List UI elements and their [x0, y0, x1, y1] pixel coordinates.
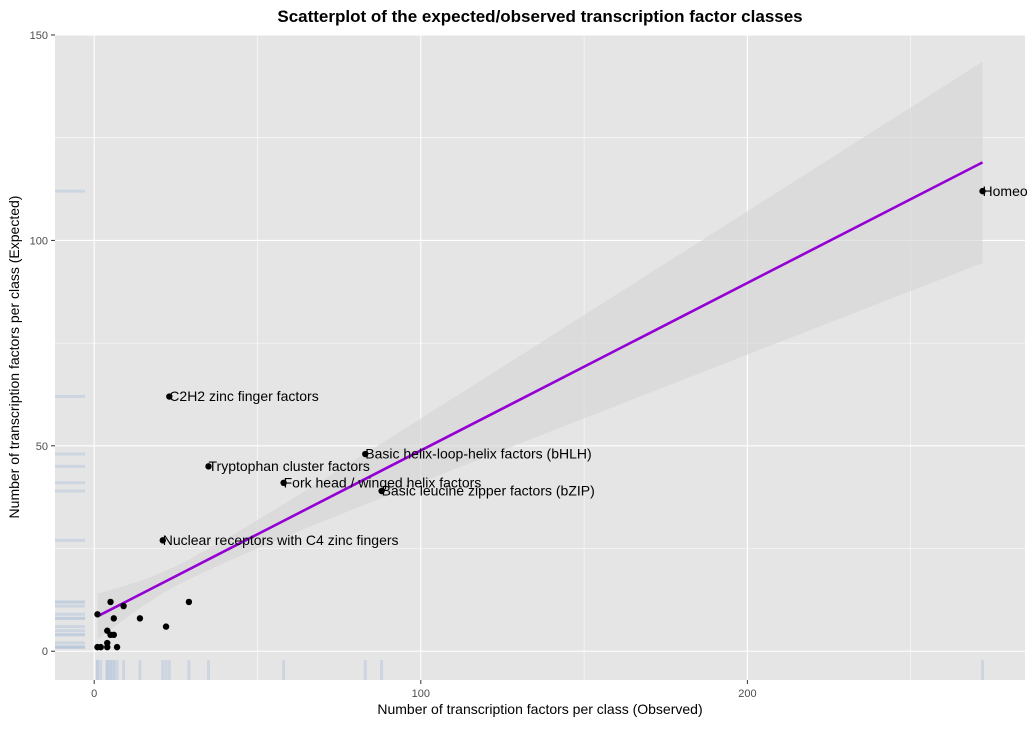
- data-point: [166, 393, 173, 400]
- data-point: [378, 487, 385, 495]
- point-label: Homeo: [983, 183, 1028, 199]
- data-point: [185, 598, 193, 606]
- y-tick-label: 50: [36, 441, 48, 453]
- chart-title: Scatterplot of the expected/observed tra…: [277, 7, 802, 26]
- data-points: [94, 187, 986, 651]
- data-point: [979, 187, 986, 195]
- data-point: [120, 602, 127, 610]
- x-tick-label: 200: [738, 688, 756, 700]
- data-point: [110, 615, 117, 622]
- data-point: [162, 623, 170, 630]
- x-axis-label: Number of transcription factors per clas…: [377, 701, 702, 717]
- data-point: [280, 479, 287, 487]
- data-point: [362, 450, 369, 458]
- data-point: [107, 631, 114, 639]
- fit-line: [96, 161, 984, 618]
- data-point: [113, 643, 121, 651]
- rug-marks: [55, 189, 985, 680]
- x-tick-label: 100: [412, 688, 430, 700]
- y-tick-label: 100: [30, 235, 48, 247]
- data-point: [94, 611, 101, 618]
- point-label: Basic helix-loop-helix factors (bHLH): [365, 446, 591, 462]
- fit-line-group: [96, 161, 984, 618]
- data-point: [136, 615, 144, 622]
- y-tick-label: 0: [42, 646, 48, 658]
- point-label: C2H2 zinc finger factors: [169, 388, 318, 404]
- axis-ticks: 0 100 200 0 50 100 150: [30, 30, 757, 700]
- data-point: [104, 643, 111, 651]
- data-point: [97, 643, 104, 651]
- x-tick-label: 0: [91, 688, 97, 700]
- data-point: [205, 463, 212, 470]
- point-label: Basic leucine zipper factors (bZIP): [382, 483, 595, 499]
- point-label: Fork head / winged helix factors: [284, 475, 482, 491]
- y-tick-label: 150: [30, 30, 48, 42]
- confidence-band: [97, 61, 983, 639]
- point-labels: Homeo C2H2 zinc finger factors Basic helix…: [163, 183, 1028, 548]
- data-point: [159, 537, 166, 544]
- point-label: Nuclear receptors with C4 zinc fingers: [163, 532, 399, 548]
- data-point: [107, 598, 114, 606]
- point-label: Tryptophan cluster factors: [209, 458, 370, 474]
- confidence-band-area: [97, 61, 983, 639]
- y-axis-label: Number of transcription factors per clas…: [6, 196, 22, 519]
